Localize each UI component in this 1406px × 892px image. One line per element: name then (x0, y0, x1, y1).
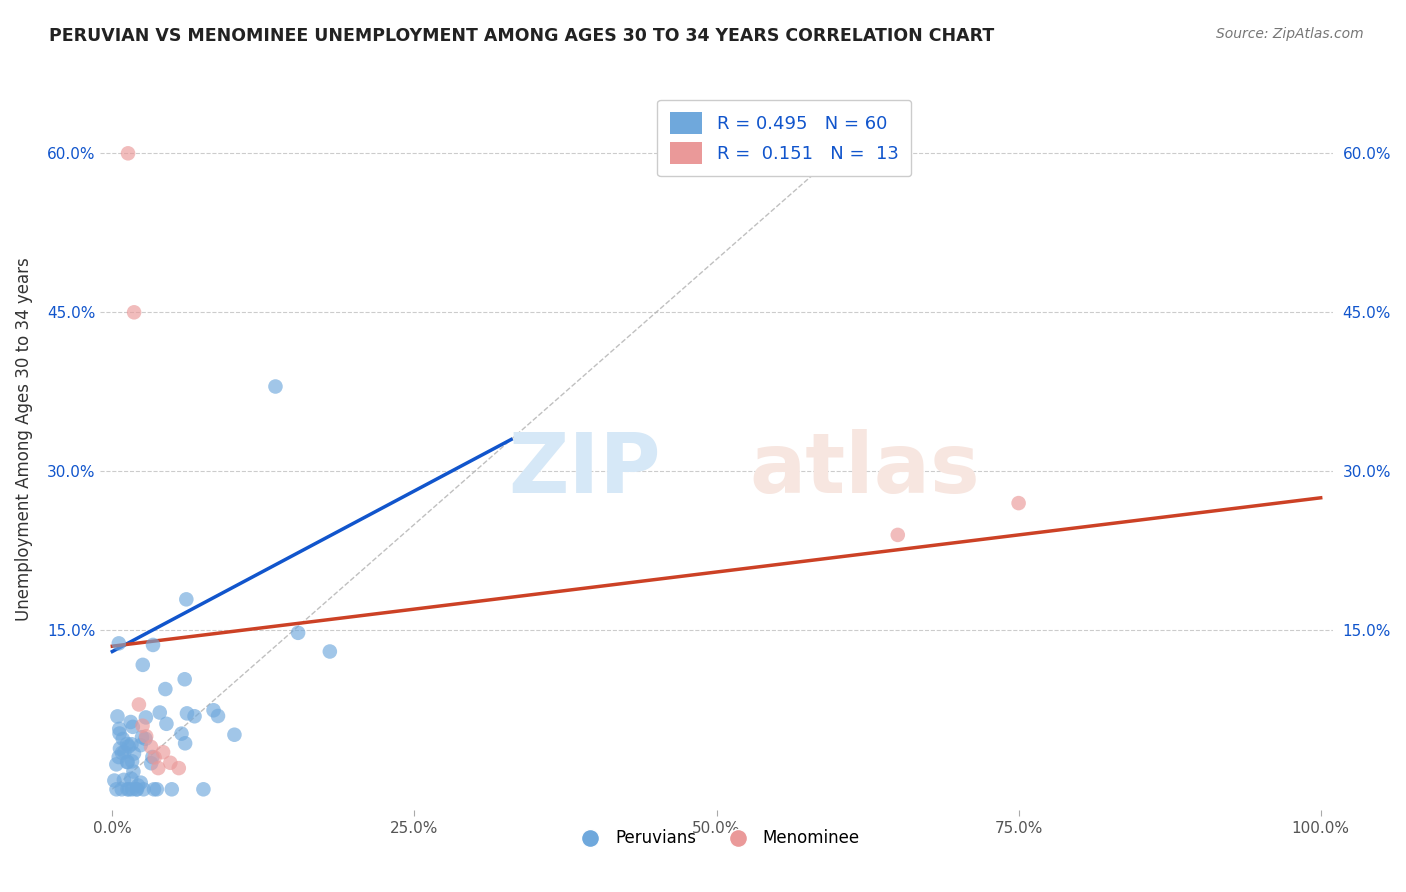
Point (264, 379, 287, 393)
Point (121, 720, 143, 734)
Point (108, 722, 131, 736)
Point (108, 636, 131, 650)
Point (121, 782, 143, 797)
Point (115, 737, 138, 751)
Point (134, 731, 156, 746)
Point (149, 706, 172, 720)
Legend: Peruvians, Menominee: Peruvians, Menominee (567, 822, 866, 855)
Point (176, 706, 198, 721)
Point (148, 761, 170, 775)
Point (121, 755, 143, 769)
Text: atlas: atlas (749, 429, 980, 509)
Point (117, 755, 139, 769)
Point (107, 709, 129, 723)
Point (287, 625, 309, 640)
Point (143, 750, 166, 764)
Point (111, 731, 134, 746)
Point (111, 746, 134, 760)
Point (129, 775, 152, 789)
Point (132, 657, 155, 672)
Point (120, 714, 142, 729)
Point (141, 750, 163, 764)
Point (193, 782, 215, 797)
Point (1007, 496, 1029, 510)
Point (122, 764, 145, 779)
Point (121, 737, 143, 751)
Point (117, 146, 139, 161)
Point (887, 528, 910, 542)
Y-axis label: Unemployment Among Ages 30 to 34 years: Unemployment Among Ages 30 to 34 years (15, 258, 32, 622)
Point (105, 782, 128, 797)
Point (135, 710, 157, 724)
Point (122, 747, 145, 761)
Point (160, 782, 183, 797)
Point (139, 739, 162, 754)
Point (176, 592, 198, 607)
Point (173, 672, 195, 686)
Point (174, 736, 197, 750)
Point (108, 741, 131, 756)
Point (170, 726, 193, 740)
Point (167, 761, 190, 775)
Point (143, 782, 166, 797)
Text: ZIP: ZIP (509, 429, 661, 509)
Point (117, 739, 139, 754)
Text: Source: ZipAtlas.com: Source: ZipAtlas.com (1216, 27, 1364, 41)
Point (112, 772, 135, 787)
Point (132, 782, 155, 797)
Point (117, 782, 139, 797)
Point (125, 782, 148, 797)
Point (118, 782, 141, 797)
Point (111, 782, 134, 797)
Point (112, 745, 135, 759)
Point (128, 698, 150, 712)
Point (142, 638, 165, 652)
Point (120, 772, 142, 786)
Point (207, 709, 229, 723)
Point (159, 756, 181, 770)
Point (131, 730, 153, 744)
Point (135, 729, 157, 743)
Point (152, 745, 174, 759)
Point (122, 305, 145, 319)
Point (155, 716, 177, 731)
Point (202, 703, 225, 717)
Point (183, 709, 205, 723)
Point (127, 779, 149, 793)
Point (108, 726, 131, 740)
Point (105, 757, 128, 772)
Point (115, 755, 138, 769)
Point (319, 644, 342, 658)
Point (224, 728, 246, 742)
Point (146, 782, 169, 797)
Point (155, 681, 177, 696)
Point (129, 738, 152, 752)
Point (125, 782, 148, 797)
Point (107, 750, 129, 764)
Point (131, 719, 153, 733)
Point (103, 773, 125, 788)
Point (141, 756, 163, 771)
Text: PERUVIAN VS MENOMINEE UNEMPLOYMENT AMONG AGES 30 TO 34 YEARS CORRELATION CHART: PERUVIAN VS MENOMINEE UNEMPLOYMENT AMONG… (49, 27, 994, 45)
